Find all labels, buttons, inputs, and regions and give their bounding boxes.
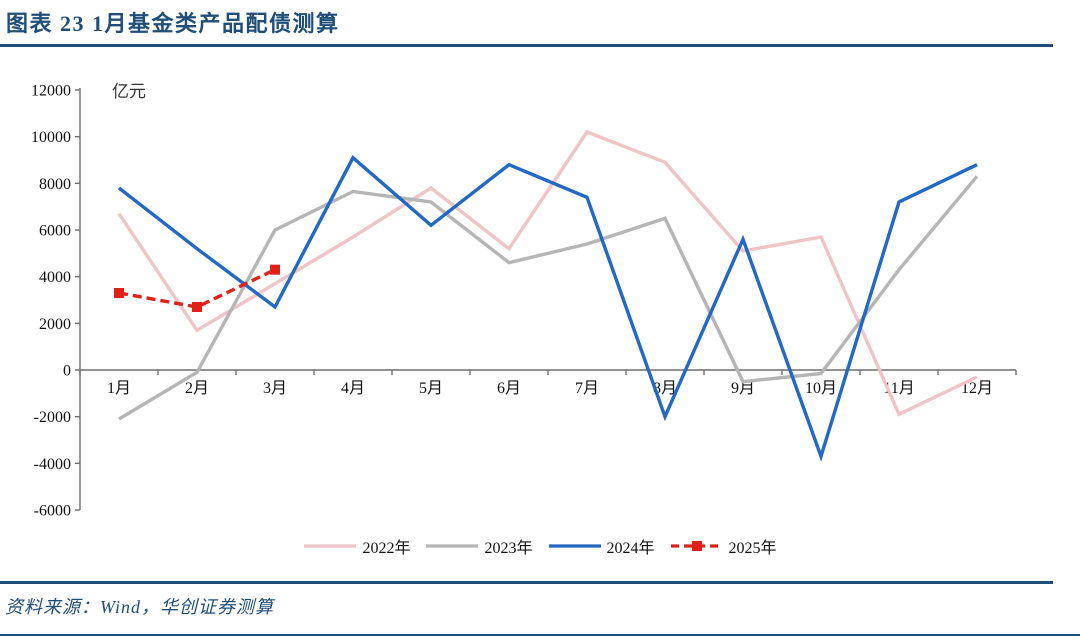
legend-line-sample xyxy=(548,544,601,548)
series-marker-2025年 xyxy=(270,264,280,275)
x-tick-label: 9月 xyxy=(731,380,755,397)
y-tick-label: -2000 xyxy=(34,409,71,426)
y-tick-label: 0 xyxy=(63,363,71,380)
x-tick-label: 10月 xyxy=(805,380,837,397)
y-tick-label: 6000 xyxy=(39,223,71,240)
x-tick-label: 6月 xyxy=(497,380,521,397)
x-tick-label: 12月 xyxy=(961,380,993,397)
legend-item-2025年: 2025年 xyxy=(670,534,777,558)
legend-label: 2025年 xyxy=(728,540,777,557)
chart-area: 12000 10000 8000 6000 4000 2000 0 -2000 -4000 -60… xyxy=(0,70,1080,530)
series-line-2023年 xyxy=(118,175,979,421)
line-chart: 12000 10000 8000 6000 4000 2000 0 -2000 -4000 -60… xyxy=(31,82,1017,520)
y-tick-label: -6000 xyxy=(34,503,71,520)
x-tick-label: 4月 xyxy=(341,380,365,397)
x-tick-label: 5月 xyxy=(419,380,443,397)
series-marker-2025年 xyxy=(114,288,124,298)
x-tick-label: 3月 xyxy=(263,380,287,397)
legend-item-2022年: 2022年 xyxy=(303,534,410,558)
x-tick-label: 2月 xyxy=(185,380,209,397)
series-line-2024年 xyxy=(117,154,978,462)
legend-marker xyxy=(691,541,702,551)
legend-line-sample xyxy=(426,544,479,548)
chart-title: 图表 23 1月基金类产品配债测算 xyxy=(6,11,340,36)
y-tick-label: 12000 xyxy=(31,83,71,100)
x-tick-label: 7月 xyxy=(575,380,599,397)
legend-label: 2024年 xyxy=(606,540,655,557)
y-tick-label: 4000 xyxy=(39,269,71,286)
y-tick-label: 8000 xyxy=(39,176,71,193)
x-tick-label: 1月 xyxy=(107,380,131,397)
legend-line-sample xyxy=(670,541,723,551)
y-tick-label: 10000 xyxy=(31,129,71,146)
source-note: 资料来源：Wind，华创证券测算 xyxy=(5,597,275,617)
series-line-2022年 xyxy=(117,129,978,417)
legend-line-sample xyxy=(304,544,357,548)
footer-divider xyxy=(0,581,1053,584)
x-tick-label: 8月 xyxy=(653,380,677,397)
legend-label: 2023年 xyxy=(484,540,533,557)
chart-legend: 2022年 2023年 2024年 2025年 xyxy=(0,534,1080,558)
y-tick-label: 2000 xyxy=(39,316,71,333)
y-tick-label: -4000 xyxy=(34,456,71,473)
bottom-divider xyxy=(0,634,1080,636)
title-divider xyxy=(0,44,1053,47)
legend-item-2024年: 2024年 xyxy=(548,534,655,558)
y-axis-unit-label: 亿元 xyxy=(112,82,146,101)
legend-item-2023年: 2023年 xyxy=(425,534,533,558)
legend-label: 2022年 xyxy=(362,540,411,557)
series-marker-2025年 xyxy=(192,302,202,312)
